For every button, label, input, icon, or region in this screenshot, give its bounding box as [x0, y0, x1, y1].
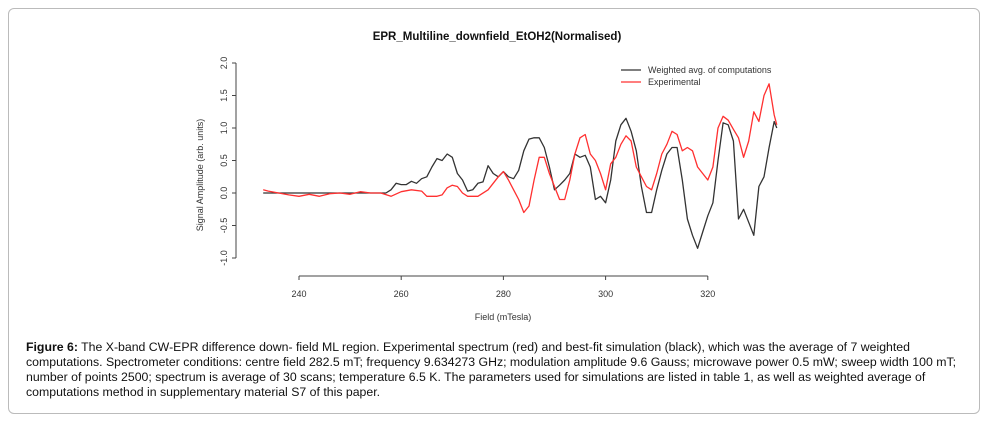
- y-tick-label: 2.0: [219, 57, 229, 70]
- legend-label-experimental: Experimental: [648, 77, 701, 87]
- y-tick-label: -0.5: [219, 218, 229, 234]
- caption-text: The X-band CW-EPR difference down- field…: [26, 340, 957, 399]
- series-experimental-line: [263, 83, 778, 214]
- figure-caption: Figure 6: The X-band CW-EPR difference d…: [26, 340, 966, 400]
- y-tick-label: 0.5: [219, 154, 229, 167]
- x-tick-label: 240: [291, 289, 306, 299]
- y-tick-label: 1.5: [219, 89, 229, 102]
- epr-chart: EPR_Multiline_downfield_EtOH2(Normalised…: [195, 31, 778, 322]
- y-axis-label: Signal Amplitude (arb. units): [195, 119, 205, 232]
- x-tick-label: 320: [700, 289, 715, 299]
- x-tick-label: 300: [598, 289, 613, 299]
- caption-label: Figure 6:: [26, 340, 78, 354]
- y-tick-label: -1.0: [219, 250, 229, 266]
- figure-frame: [8, 8, 980, 414]
- chart-title: EPR_Multiline_downfield_EtOH2(Normalised…: [373, 31, 622, 43]
- x-axis-label: Field (mTesla): [475, 312, 532, 322]
- y-tick-label: 1.0: [219, 122, 229, 135]
- series-weighted-line: [263, 117, 778, 249]
- legend-label-weighted: Weighted avg. of computations: [648, 65, 772, 75]
- x-tick-label: 260: [394, 289, 409, 299]
- x-tick-label: 280: [496, 289, 511, 299]
- legend: Weighted avg. of computations Experiment…: [621, 65, 772, 87]
- y-tick-label: 0.0: [219, 187, 229, 200]
